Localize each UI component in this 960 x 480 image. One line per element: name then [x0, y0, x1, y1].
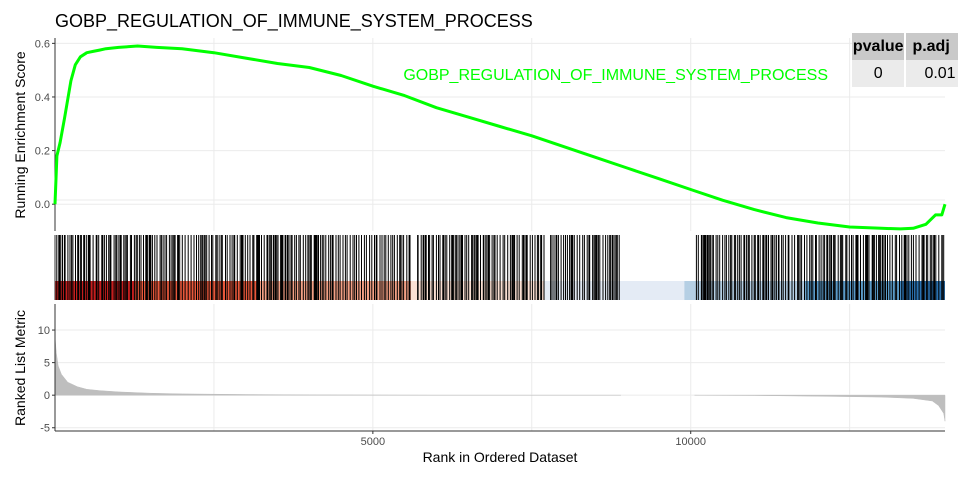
- x-axis-label: Rank in Ordered Dataset: [423, 449, 578, 465]
- metric-ytick-label: 0: [44, 390, 50, 402]
- es-y-ticks: 0.0 0.2 0.4 0.6: [35, 38, 55, 211]
- stats-table: pvalue p.adj 0 0.01: [852, 33, 960, 87]
- es-panel-background: [55, 38, 945, 231]
- metric-ytick-label: 10: [38, 325, 50, 337]
- es-ytick-label: 0.4: [35, 92, 50, 104]
- metric-y-label: Ranked List Metric: [12, 310, 28, 426]
- gene-hit-lines: [56, 235, 945, 300]
- es-ytick-label: 0.0: [35, 199, 50, 211]
- metric-y-ticks: -5 0 5 10: [38, 325, 55, 435]
- metric-panel: -5 0 5 10 5000 10000 Ranked List Metric Rank…: [12, 304, 946, 465]
- ranked-metric-area: [54, 336, 946, 422]
- hits-panel: [54, 235, 945, 300]
- metric-x-ticks: 5000 10000: [361, 431, 706, 448]
- padj-header: p.adj: [905, 33, 960, 60]
- x-tick-label: 10000: [675, 436, 706, 448]
- gene-hit-barcode: [56, 235, 945, 300]
- heatbar-segment: [55, 281, 135, 300]
- pvalue-header: pvalue: [852, 33, 907, 60]
- padj-cell: 0.01: [905, 60, 960, 87]
- es-ytick-label: 0.2: [35, 146, 50, 158]
- metric-gridlines: [55, 304, 945, 431]
- series-label: GOBP_REGULATION_OF_IMMUNE_SYSTEM_PROCESS: [403, 67, 828, 84]
- es-y-label: Running Enrichment Score: [12, 51, 28, 219]
- es-ytick-label: 0.6: [35, 38, 50, 50]
- chart-title: GOBP_REGULATION_OF_IMMUNE_SYSTEM_PROCESS: [55, 11, 533, 31]
- running-score-line: [53, 44, 947, 231]
- metric-ytick-label: -5: [40, 423, 50, 435]
- es-panel: 0.0 0.2 0.4 0.6 GOBP_REGULATION_OF_IMMUNE_S…: [12, 38, 947, 231]
- metric-ytick-label: 5: [44, 358, 50, 370]
- pvalue-cell: 0: [852, 60, 907, 87]
- x-tick-label: 5000: [361, 436, 385, 448]
